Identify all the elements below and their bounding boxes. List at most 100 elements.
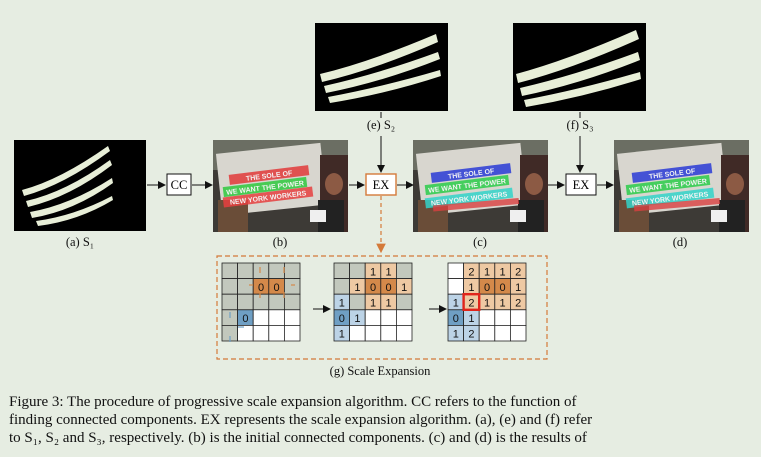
grid-cell-value: 1 bbox=[515, 282, 521, 294]
grid-1: 0 00 bbox=[221, 262, 301, 342]
grid-cell-value: 2 bbox=[468, 266, 474, 278]
expansion-direction-arrows bbox=[249, 267, 295, 298]
label-c: (c) bbox=[473, 235, 487, 249]
grid-cell bbox=[221, 278, 239, 295]
grid-cell bbox=[380, 324, 397, 342]
grid-cell-value: 1 bbox=[370, 298, 376, 310]
text-mask-band bbox=[430, 163, 512, 183]
grid-cell bbox=[283, 293, 301, 311]
grid-cell-value: 1 bbox=[468, 282, 474, 294]
grid-cell bbox=[268, 324, 285, 342]
text-mask-band bbox=[222, 176, 308, 198]
label-f: (f) S₃ bbox=[566, 118, 594, 132]
grid-cell-value: 0 bbox=[274, 282, 280, 294]
grid-cell-value: 2 bbox=[468, 329, 474, 341]
grid-cell bbox=[478, 309, 496, 326]
grid-cell-value: 1 bbox=[484, 266, 490, 278]
figure-caption: Figure 3: The procedure of progressive s… bbox=[9, 393, 749, 447]
expansion-direction-arrows-blue bbox=[229, 312, 244, 342]
grid-cell-value: 1 bbox=[453, 298, 459, 310]
grid-cell-value: 0 bbox=[386, 282, 392, 294]
expansion-grids: 0 001 11 0 0 11 1 10 112 1 1 21 0 0 11 2 1 1 20 11 2 bbox=[221, 262, 527, 342]
grid-cell-value: 1 bbox=[500, 298, 506, 310]
grid-cell-value: 0 bbox=[453, 313, 459, 325]
grid-cell bbox=[349, 262, 366, 280]
grid-cell bbox=[364, 324, 382, 342]
grid-cell-value: 1 bbox=[453, 329, 459, 341]
grid-cell bbox=[380, 309, 397, 326]
grid-cell-value: 0 bbox=[339, 313, 345, 325]
grid-cell bbox=[221, 262, 239, 280]
ex-box-2: EX bbox=[565, 173, 597, 196]
grid-3: 2 1 1 21 0 0 11 2 1 1 20 11 2 bbox=[447, 262, 527, 342]
grid-cell bbox=[395, 262, 413, 280]
kernel-map-s3 bbox=[513, 23, 646, 111]
grid-cell bbox=[395, 309, 413, 326]
grid-cell-value: 1 bbox=[401, 282, 407, 294]
grid-cell-value: 1 bbox=[370, 266, 376, 278]
conflict-cell-highlight bbox=[462, 293, 481, 312]
text-mask-band bbox=[228, 165, 310, 185]
ex-box-1: EX bbox=[365, 173, 397, 196]
grid-cell bbox=[349, 324, 366, 342]
grid-cell-value: 1 bbox=[339, 298, 345, 310]
grid-cell bbox=[221, 293, 239, 311]
grid-cell-value: 0 bbox=[242, 313, 248, 325]
grid-cell-value: 1 bbox=[386, 298, 392, 310]
grid-cell-value: 1 bbox=[500, 266, 506, 278]
caption-line-2: finding connected components. EX represe… bbox=[9, 412, 593, 428]
kernel-map-s1 bbox=[14, 140, 146, 231]
text-mask-band bbox=[222, 186, 314, 208]
grid-cell bbox=[252, 293, 270, 311]
grid-cell bbox=[333, 278, 351, 295]
text-mask-band bbox=[424, 174, 510, 196]
grid-cell bbox=[237, 278, 254, 295]
grid-cell-value: 0 bbox=[258, 282, 264, 294]
grid-cell bbox=[252, 262, 270, 280]
kernel-map-s2 bbox=[315, 23, 448, 111]
grid-cell bbox=[447, 278, 465, 295]
text-mask-band bbox=[625, 187, 715, 209]
grid-cell bbox=[364, 309, 382, 326]
grid-cell bbox=[478, 324, 496, 342]
grid-cell-value: 0 bbox=[500, 282, 506, 294]
grid-cell-value: 1 bbox=[484, 298, 490, 310]
grid-cell bbox=[237, 262, 254, 280]
grid-cell bbox=[283, 309, 301, 326]
flow-arrows bbox=[147, 112, 614, 189]
text-mask-band bbox=[631, 163, 713, 183]
grid-cell bbox=[283, 262, 301, 280]
grid-cell bbox=[509, 324, 527, 342]
caption-line-3: to S₁, S₂ and S₃, respectively. (b) is t… bbox=[9, 430, 587, 446]
label-d: (d) bbox=[672, 235, 688, 249]
grid-cell-value: 1 bbox=[468, 313, 474, 325]
caption-line-1: Figure 3: The procedure of progressive s… bbox=[9, 394, 577, 410]
grid-cell-value: 0 bbox=[484, 282, 490, 294]
label-a: (a) S₁ bbox=[65, 235, 95, 249]
grid-cell bbox=[395, 324, 413, 342]
svg-text:CC: CC bbox=[171, 178, 188, 192]
grid-cell bbox=[509, 309, 527, 326]
grid-cell bbox=[333, 262, 351, 280]
grid-cell bbox=[252, 309, 270, 326]
label-e: (e) S₂ bbox=[366, 118, 396, 132]
grid-cell bbox=[268, 309, 285, 326]
grid-cell bbox=[447, 262, 465, 280]
grid-2: 1 11 0 0 11 1 10 11 bbox=[333, 262, 413, 342]
grid-cell-value: 1 bbox=[354, 282, 360, 294]
svg-text:EX: EX bbox=[573, 178, 590, 192]
grid-cell-value: 2 bbox=[468, 298, 474, 310]
grid-cell bbox=[268, 293, 285, 311]
label-g: (g) Scale Expansion bbox=[329, 364, 431, 378]
grid-cell bbox=[283, 324, 301, 342]
grid-cell bbox=[237, 293, 254, 311]
grid-cell bbox=[494, 309, 511, 326]
grid-cell bbox=[237, 324, 254, 342]
text-mask-band bbox=[625, 174, 711, 196]
cc-box: CC bbox=[166, 173, 192, 196]
grid-cell-value: 1 bbox=[339, 329, 345, 341]
grid-cell bbox=[395, 293, 413, 311]
label-b: (b) bbox=[272, 235, 288, 249]
